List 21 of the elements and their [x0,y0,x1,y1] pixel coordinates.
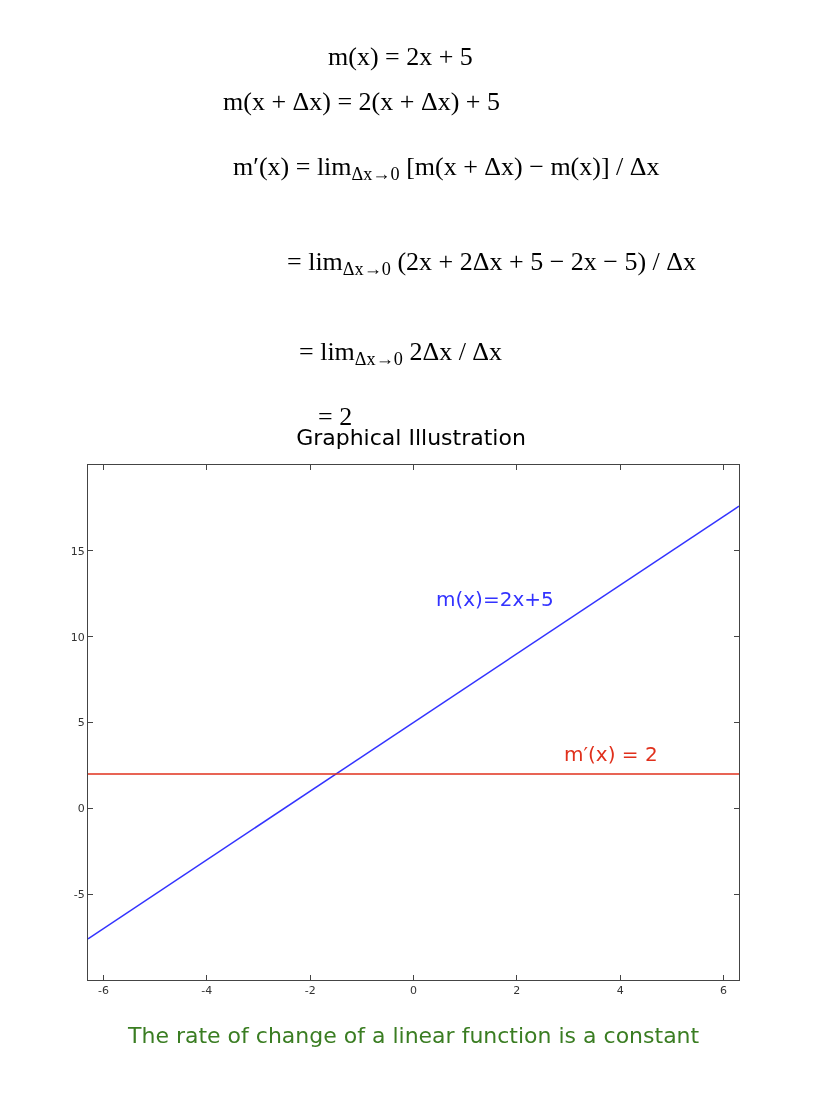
y-tick-label: 0 [77,802,85,816]
y-tick-label: 10 [70,630,85,644]
x-tick-label: 4 [616,984,624,998]
series-label: m(x)=2x+5 [436,587,554,611]
x-tick-label: -6 [98,984,109,998]
text: The rate of change of a linear function is a constant [127,1023,700,1048]
text: = lim$_{Δx→0}$ 2Δx / Δx [299,337,503,370]
y-tick-label: -5 [73,888,85,902]
series-label: m′(x) = 2 [564,742,658,766]
x-tick-label: 0 [410,984,417,998]
text: m′(x) = lim$_{Δx→0}$ [m(x + Δx) − m(x)] / Δx [233,152,660,185]
chart-title: Graphical Illustration [296,424,526,450]
text: = lim$_{Δx→0}$ (2x + 2Δx + 5 − 2x − 5) / Δx [287,247,697,280]
x-tick-label: -2 [304,984,316,998]
x-tick-label: 2 [513,984,521,998]
y-tick-label: 15 [70,544,85,558]
text: m(x) = 2x + 5 [328,42,473,71]
y-tick-label: 5 [77,716,85,730]
x-tick-label: -4 [201,984,213,998]
x-tick-label: 6 [720,984,727,998]
text: m(x + Δx) = 2(x + Δx) + 5 [223,87,500,116]
